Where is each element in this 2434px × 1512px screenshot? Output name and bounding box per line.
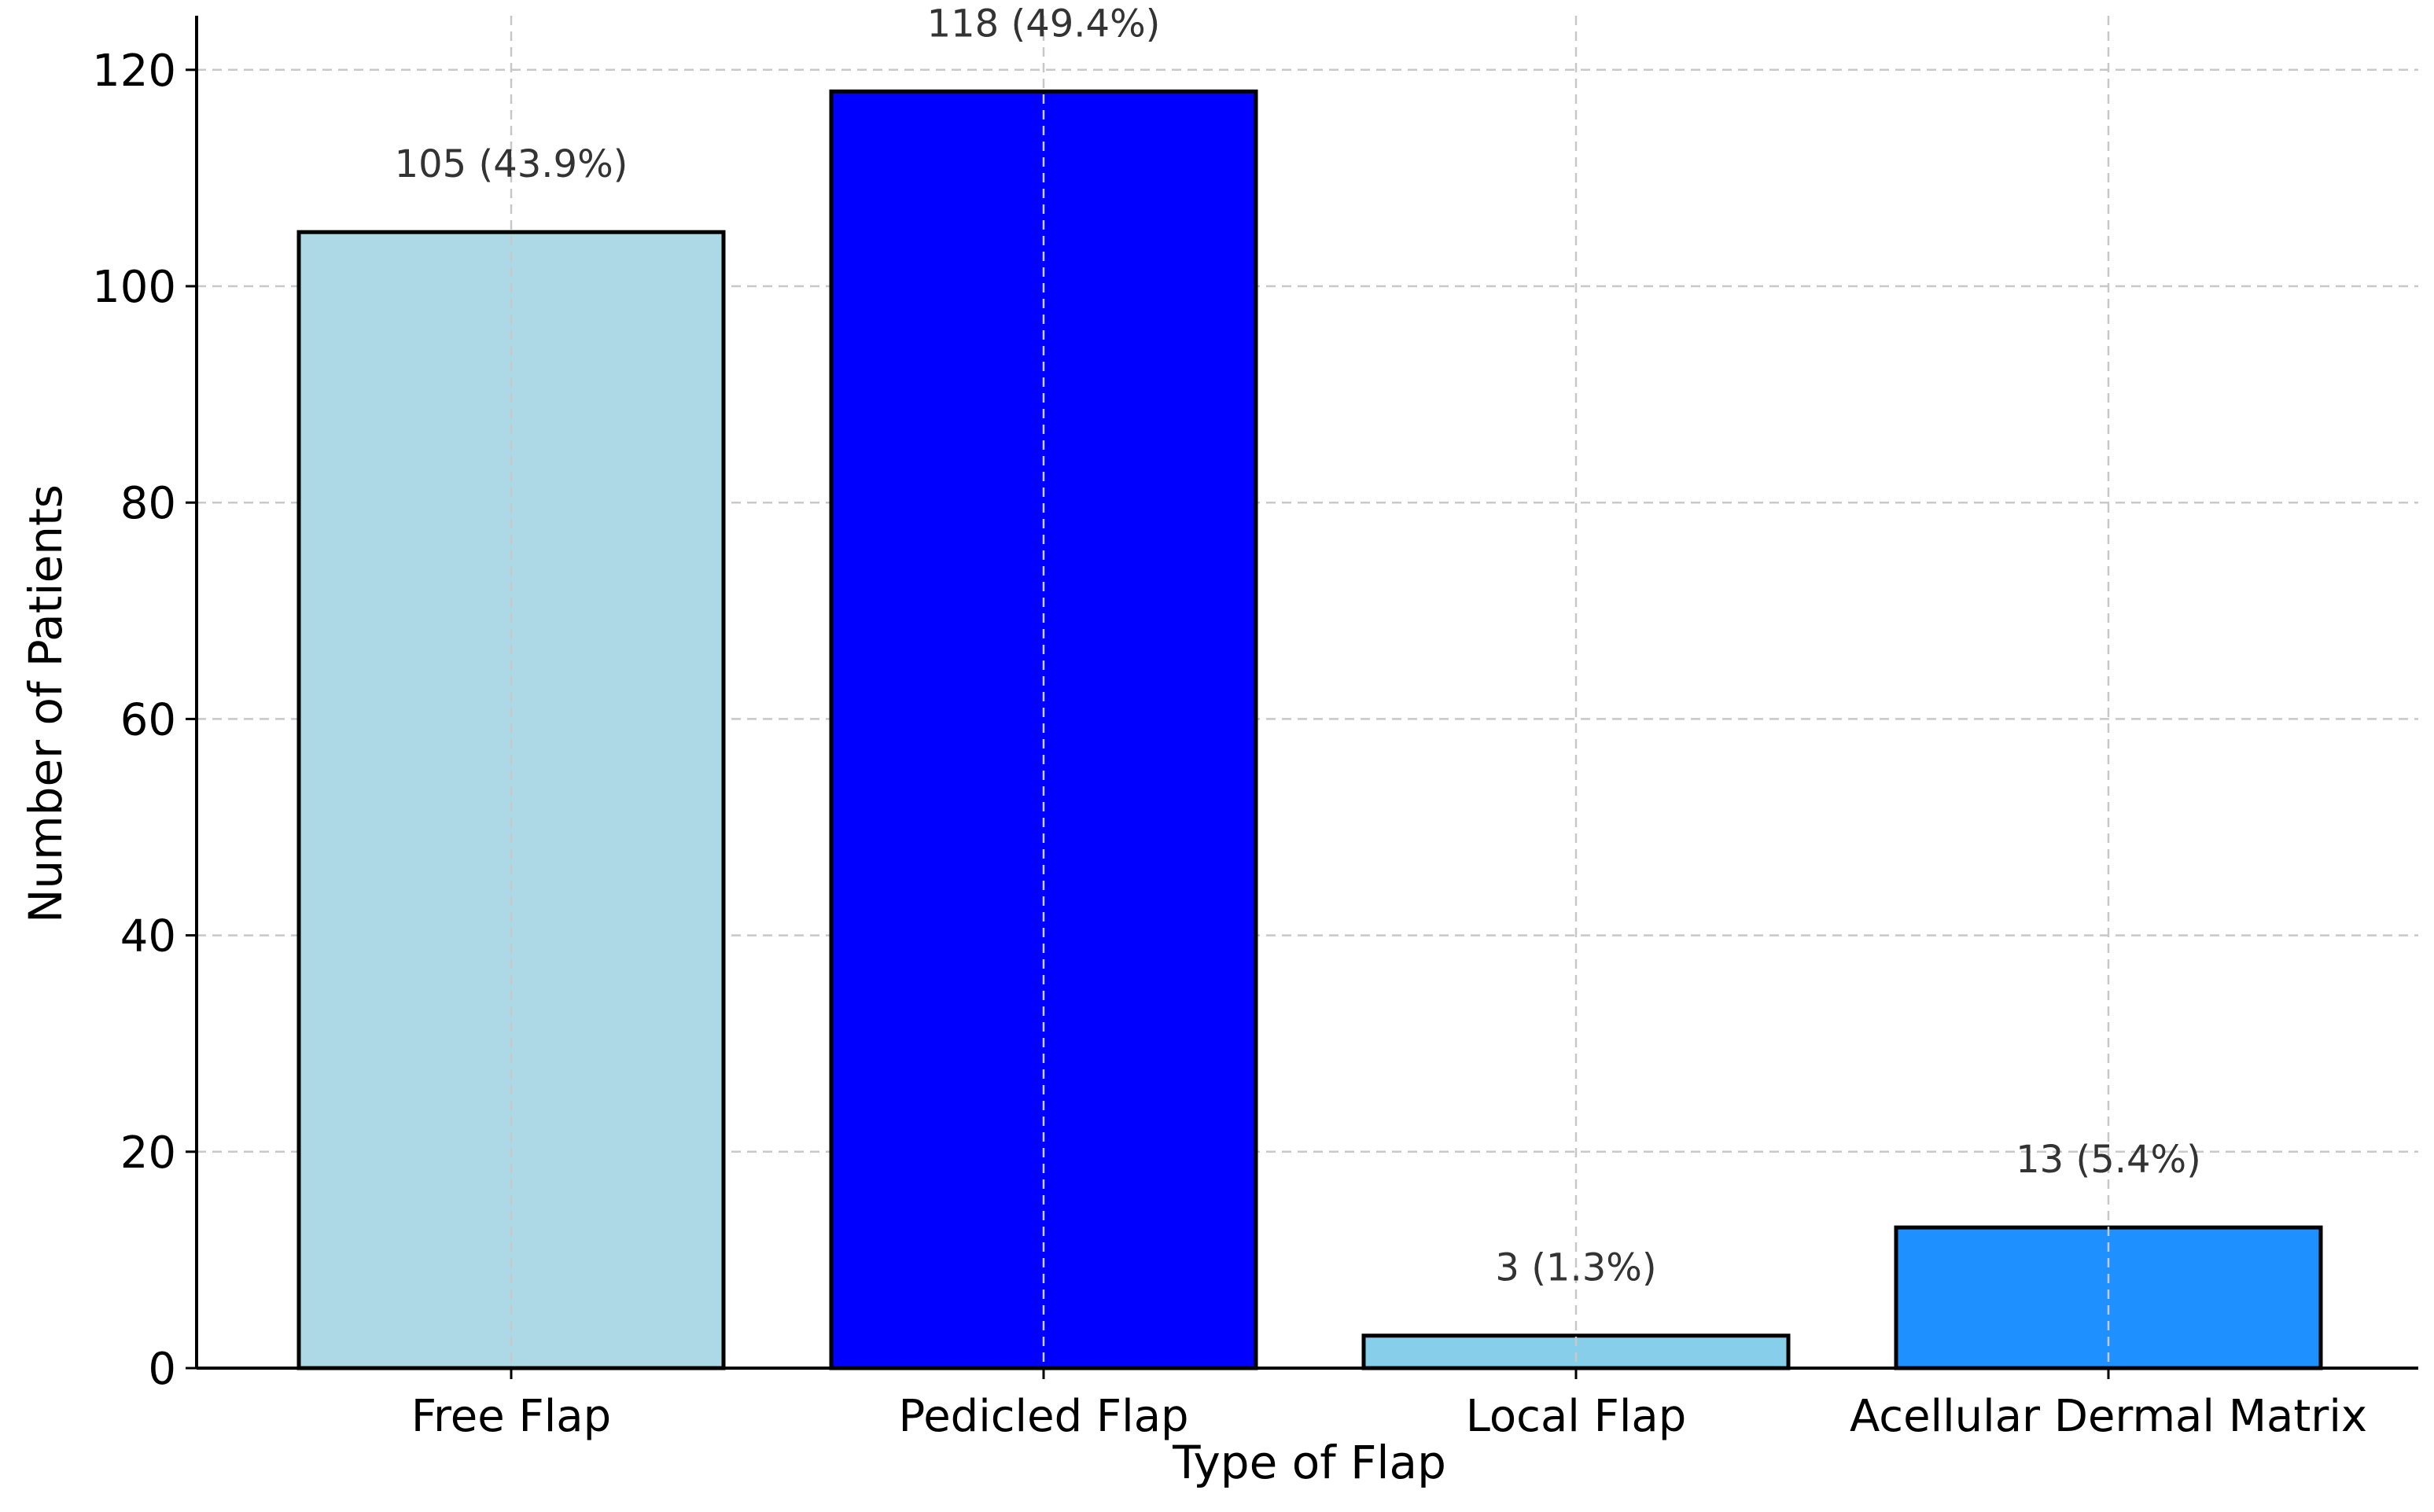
- vertical-grid: [510, 16, 2110, 1368]
- x-tick-label: Free Flap: [411, 1391, 611, 1442]
- y-tick-label: 100: [92, 262, 176, 313]
- x-tick-label: Local Flap: [1466, 1391, 1687, 1442]
- y-tick-label: 40: [120, 911, 176, 962]
- x-axis-title: Type of Flap: [1172, 1436, 1446, 1489]
- data-label: 13 (5.4%): [2016, 1138, 2201, 1182]
- y-axis-title: Number of Patients: [19, 484, 72, 923]
- data-labels: 105 (43.9%) 118 (49.4%) 3 (1.3%) 13 (5.4%): [395, 2, 2201, 1289]
- x-tick-label: Acellular Dermal Matrix: [1850, 1391, 2367, 1442]
- x-tick-label: Pedicled Flap: [898, 1391, 1188, 1442]
- y-tick-label: 80: [120, 478, 176, 529]
- data-label: 3 (1.3%): [1495, 1246, 1656, 1290]
- y-tick-label: 0: [148, 1344, 176, 1395]
- y-tick-label: 60: [120, 694, 176, 745]
- y-tick-label: 120: [92, 46, 176, 97]
- axes: 0 20 40 60 80 100 120 Free Flap Pedicled Flap Loc…: [92, 16, 2418, 1442]
- data-label: 105 (43.9%): [395, 142, 628, 186]
- bar-free-flap: [296, 230, 726, 1370]
- y-tick-label: 20: [120, 1128, 176, 1179]
- data-label: 118 (49.4%): [927, 2, 1161, 46]
